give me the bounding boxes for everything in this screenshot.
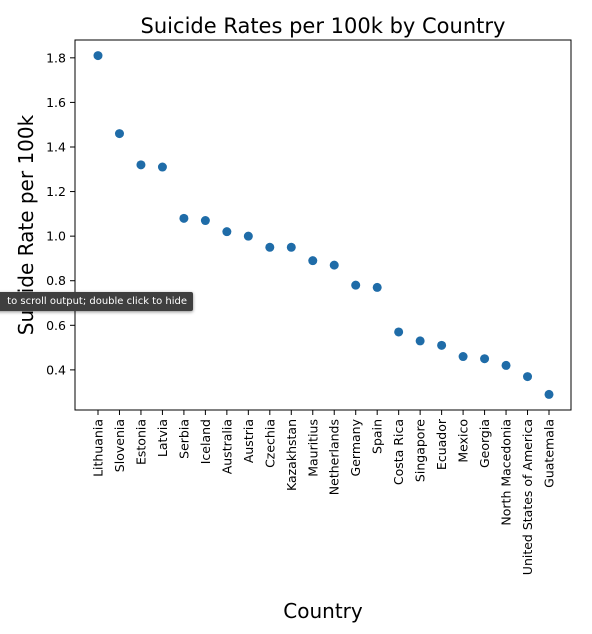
x-tick-label: North Macedonia	[499, 419, 514, 526]
y-tick-label: 0.8	[46, 273, 66, 288]
data-point	[523, 372, 532, 381]
data-point	[502, 361, 511, 370]
x-axis: Lithuania Slovenia Estonia Latvia Serbia Icel…	[91, 410, 557, 575]
x-tick-label: Mexico	[456, 419, 471, 463]
x-tick-label: Estonia	[133, 419, 148, 465]
data-point	[459, 352, 468, 361]
data-point	[437, 341, 446, 350]
data-point	[222, 227, 231, 236]
y-tick-label: 0.6	[46, 318, 66, 333]
x-axis-label: Country	[283, 599, 363, 623]
data-point	[136, 160, 145, 169]
data-point	[373, 283, 382, 292]
x-tick-label: Guatemala	[542, 419, 557, 488]
x-tick-label: United States of America	[520, 419, 535, 575]
x-tick-label: Ecuador	[434, 418, 449, 470]
x-tick-label: Australia	[219, 419, 234, 474]
x-tick-label: Netherlands	[327, 419, 342, 495]
data-points	[94, 51, 554, 399]
x-tick-label: Georgia	[477, 419, 492, 468]
data-point	[330, 261, 339, 270]
y-tick-label: 1.2	[46, 184, 66, 199]
data-point	[351, 281, 360, 290]
data-point	[394, 327, 403, 336]
y-tick-label: 1.0	[46, 229, 66, 244]
data-point	[265, 243, 274, 252]
x-tick-label: Lithuania	[91, 419, 106, 477]
data-point	[287, 243, 296, 252]
x-tick-label: Latvia	[155, 419, 170, 457]
data-point	[480, 354, 489, 363]
x-tick-label: Costa Rica	[391, 419, 406, 485]
y-tick-label: 1.4	[46, 139, 66, 154]
y-tick-label: 1.8	[46, 50, 66, 65]
y-tick-label: 1.6	[46, 95, 66, 110]
data-point	[308, 256, 317, 265]
data-point	[416, 336, 425, 345]
plot-area	[75, 40, 571, 410]
data-point	[158, 163, 167, 172]
x-tick-label: Serbia	[176, 419, 191, 459]
x-tick-label: Slovenia	[112, 419, 127, 472]
x-tick-label: Kazakhstan	[284, 419, 299, 491]
output-scroll-tooltip: to scroll output; double click to hide	[0, 292, 193, 311]
chart-title: Suicide Rates per 100k by Country	[141, 14, 506, 38]
data-point	[201, 216, 210, 225]
y-tick-label: 0.4	[46, 362, 66, 377]
y-axis: 0.4 0.6 0.8 1.0 1.2 1.4 1.6 1.8	[46, 50, 75, 377]
x-tick-label: Iceland	[198, 419, 213, 464]
data-point	[94, 51, 103, 60]
x-tick-label: Singapore	[413, 419, 428, 482]
data-point	[179, 214, 188, 223]
x-tick-label: Mauritius	[305, 419, 320, 477]
x-tick-label: Czechia	[262, 419, 277, 468]
data-point	[115, 129, 124, 138]
x-tick-label: Spain	[370, 419, 385, 454]
x-tick-label: Austria	[241, 419, 256, 463]
data-point	[545, 390, 554, 399]
x-tick-label: Germany	[348, 418, 363, 476]
data-point	[244, 232, 253, 241]
